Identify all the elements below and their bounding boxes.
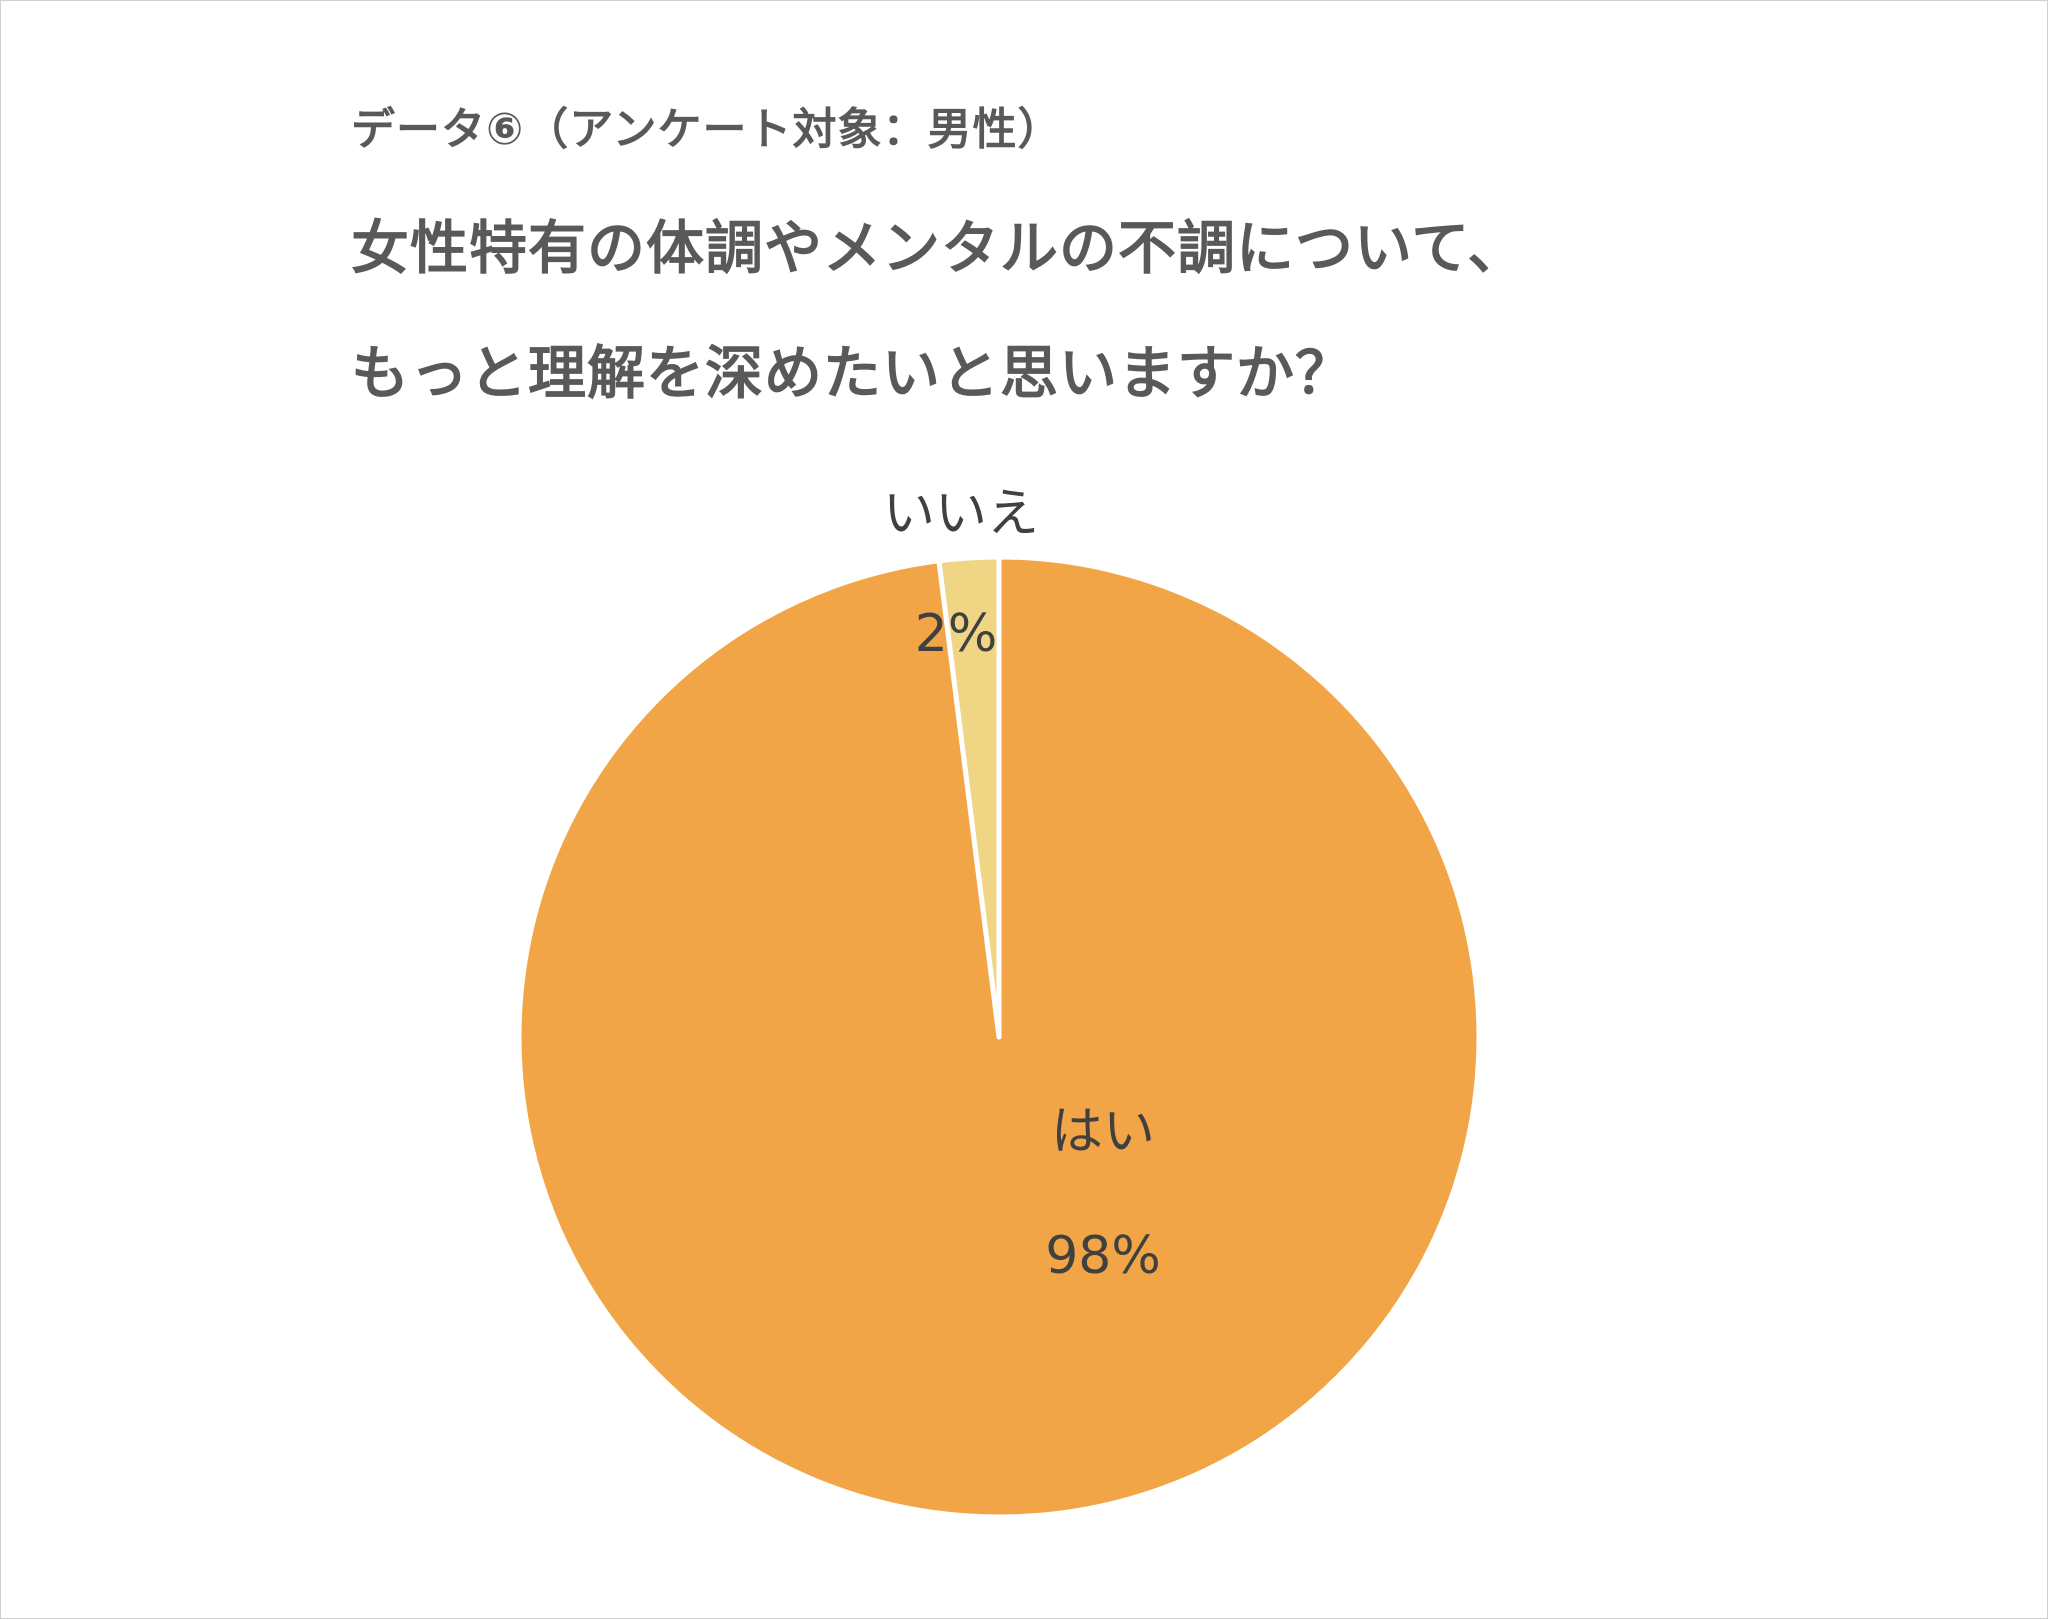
pie-slice-yes [516,554,1482,1520]
chart-title-line-2: もっと理解を深めたいと思いますか？ [351,339,1355,407]
chart-title-line-1: 女性特有の体調やメンタルの不調について、 [351,214,1527,282]
slice-percent-no: 2% [915,604,998,664]
slice-label-no: いいえ [883,484,1039,544]
pie-labels: はい 98% いいえ 2% [883,484,1161,1286]
pie-slices [516,554,1482,1520]
slice-label-yes: はい [1051,1102,1155,1162]
slice-percent-yes: 98% [1045,1226,1161,1286]
chart-subtitle: データ⑥（アンケート対象：男性） [351,104,1063,155]
